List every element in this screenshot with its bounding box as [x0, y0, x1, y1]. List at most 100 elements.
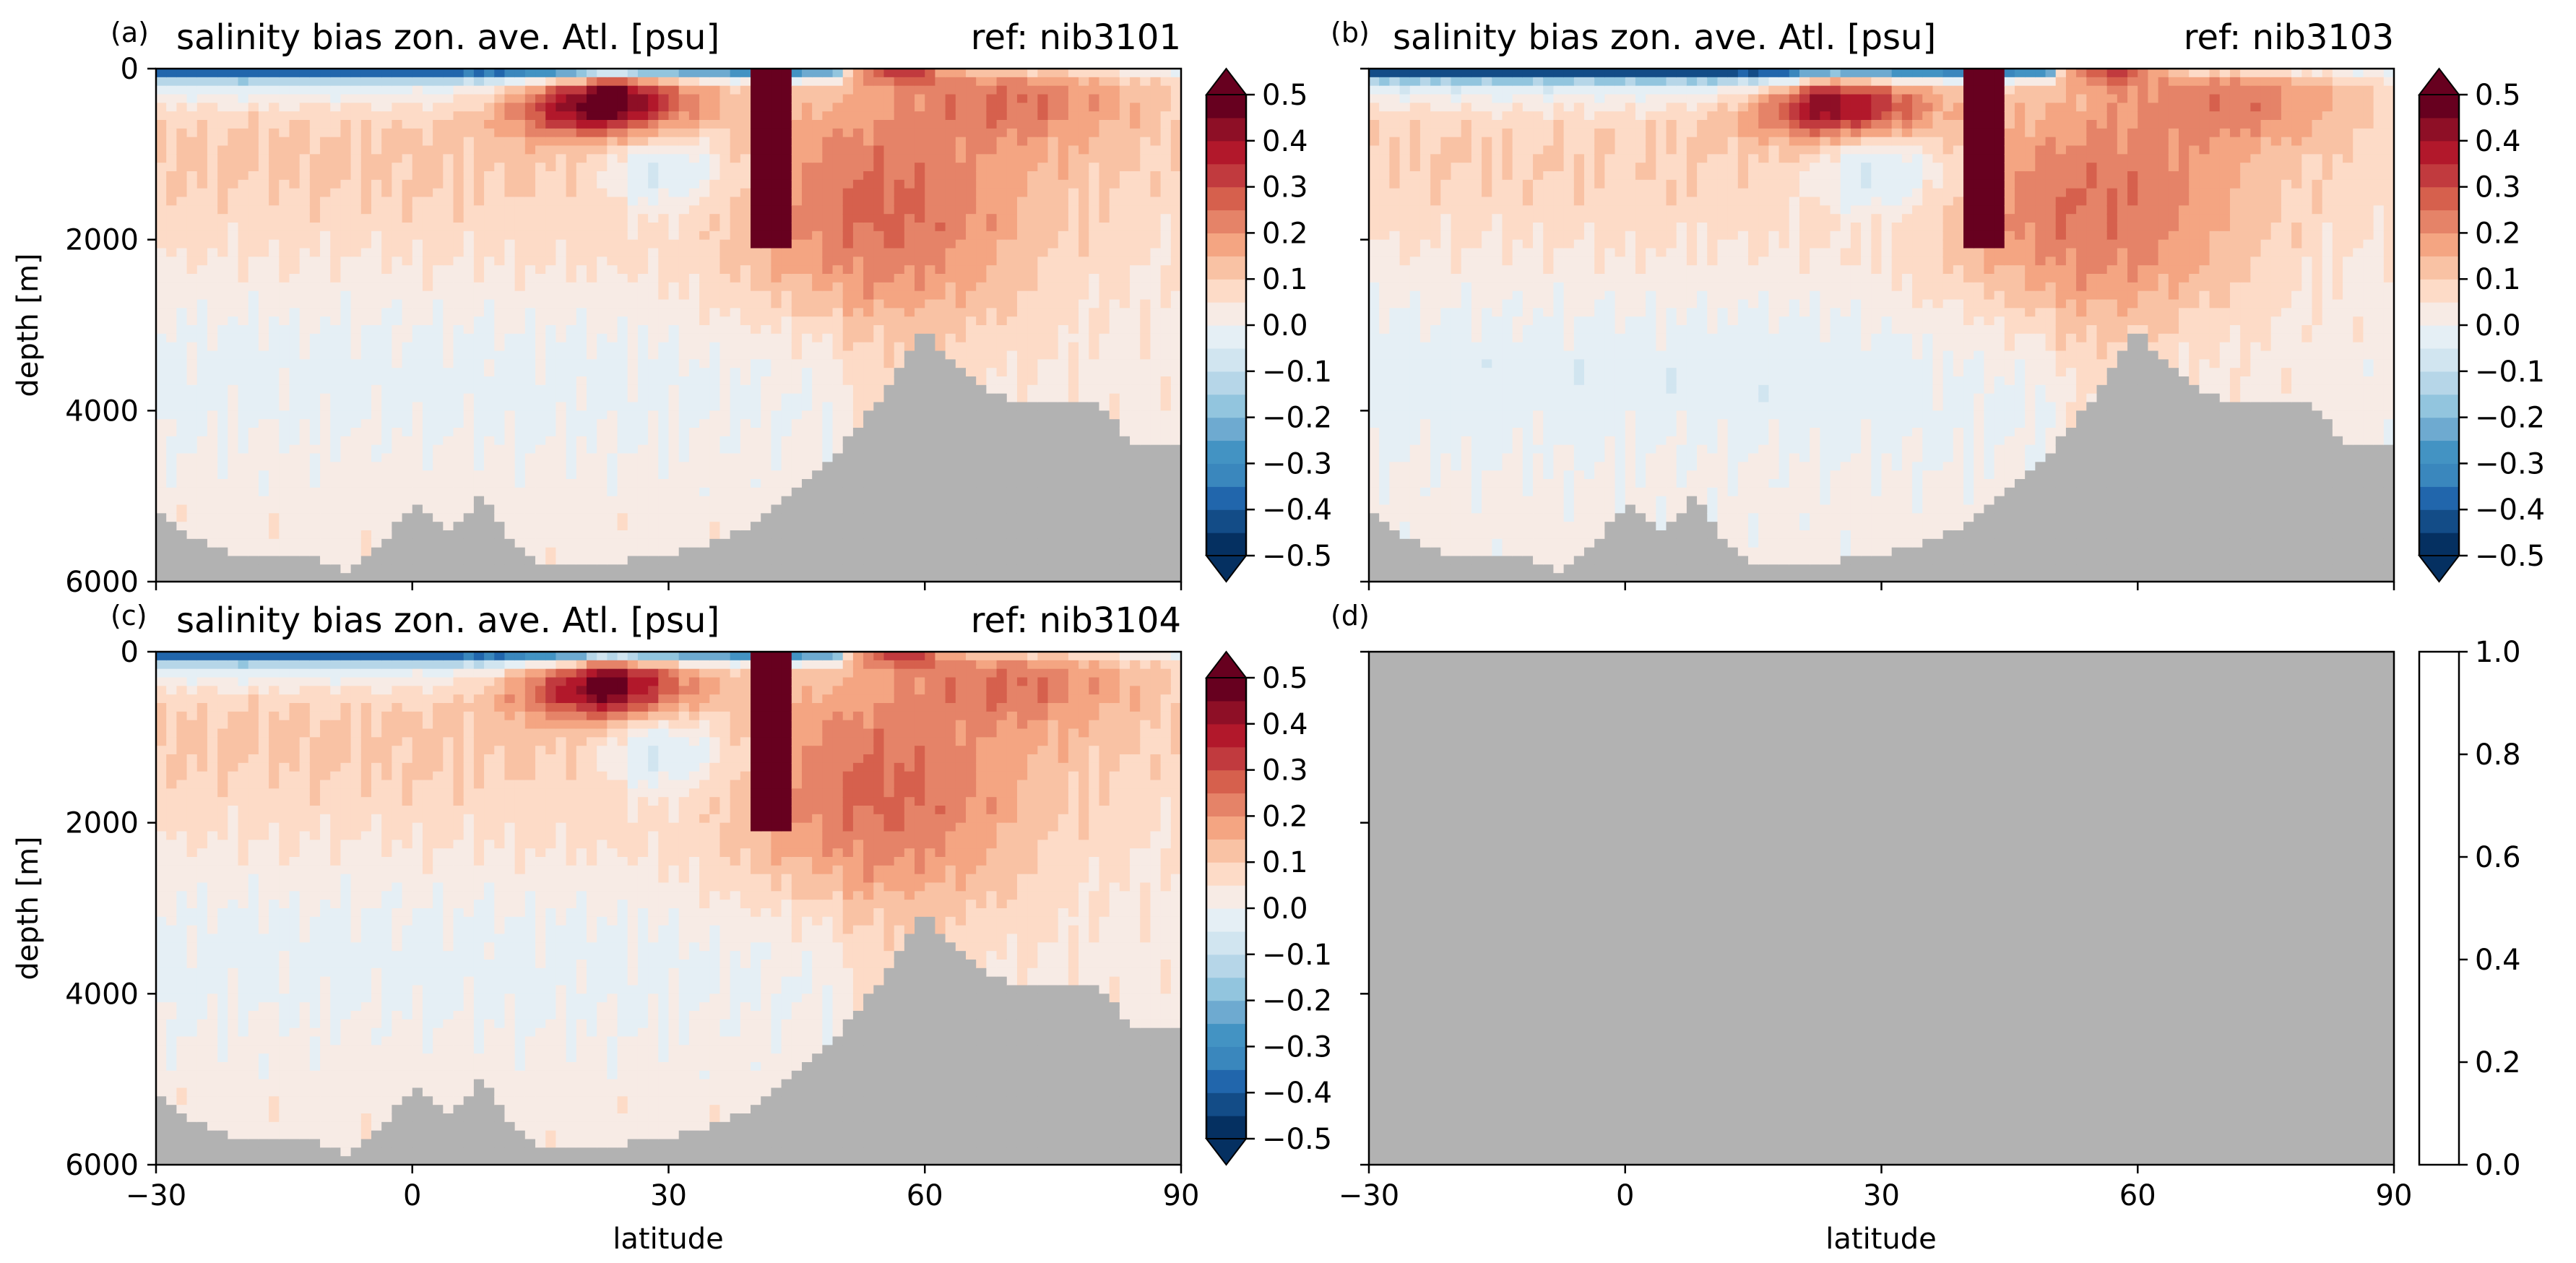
map-cell: [166, 282, 178, 292]
map-cell: [986, 230, 998, 241]
map-cell: [791, 376, 803, 386]
map-cell: [771, 77, 782, 87]
map-cell: [925, 111, 936, 121]
map-cell: [832, 120, 844, 129]
map-cell: [627, 496, 639, 506]
map-cell: [392, 290, 403, 301]
map-cell: [258, 248, 269, 258]
map-cell: [381, 171, 393, 181]
map-cell: [279, 274, 290, 283]
map-cell: [894, 376, 905, 386]
map-cell: [269, 564, 280, 574]
map-cell: [719, 128, 731, 138]
map-cell: [412, 248, 423, 258]
map-cell: [812, 436, 824, 446]
map-cell: [637, 137, 649, 147]
map-cell: [678, 564, 690, 574]
map-cell: [422, 103, 433, 112]
map-cell: [925, 376, 936, 386]
map-cell: [412, 230, 423, 241]
map-cell: [761, 428, 772, 437]
map-cell: [894, 564, 905, 574]
map-cell: [966, 265, 977, 275]
map-cell: [299, 436, 311, 446]
map-cell: [801, 274, 813, 283]
map-cell: [524, 487, 536, 497]
map-cell: [484, 325, 496, 335]
map-cell: [945, 103, 956, 112]
map-cell: [771, 368, 782, 377]
map-cell: [484, 556, 496, 566]
map-cell: [627, 223, 639, 232]
map-cell: [751, 248, 762, 258]
map-cell: [412, 538, 423, 548]
map-cell: [453, 470, 464, 480]
map-cell: [873, 111, 885, 121]
map-cell: [566, 154, 577, 163]
map-cell: [648, 248, 660, 258]
map-cell: [873, 556, 885, 566]
map-cell: [269, 188, 280, 198]
map-cell: [514, 359, 526, 368]
map-cell: [248, 376, 259, 386]
map-cell: [740, 308, 751, 317]
map-cell: [207, 470, 218, 480]
map-cell: [617, 504, 628, 514]
map-cell: [371, 436, 382, 446]
map-cell: [524, 428, 536, 437]
map-cell: [976, 342, 987, 352]
map-cell: [586, 69, 597, 78]
map-cell: [945, 436, 956, 446]
map-cell: [678, 308, 690, 317]
map-cell: [607, 257, 618, 266]
map-cell: [945, 154, 956, 163]
map-cell: [484, 402, 496, 412]
map-cell: [371, 248, 382, 258]
map-cell: [801, 290, 813, 301]
map-cell: [801, 359, 813, 368]
map-cell: [751, 205, 762, 215]
map-cell: [852, 419, 864, 428]
map-cell: [566, 171, 577, 181]
map-cell: [228, 94, 239, 104]
map-cell: [238, 69, 249, 78]
map-cell: [863, 325, 875, 335]
map-cell: [350, 573, 362, 582]
map-cell: [822, 197, 834, 207]
map-cell: [822, 419, 834, 428]
map-cell: [381, 308, 393, 317]
map-cell: [381, 137, 393, 147]
map-cell: [402, 77, 413, 87]
map-cell: [740, 384, 751, 395]
map-cell: [883, 393, 895, 403]
map-cell: [986, 470, 998, 480]
map-cell: [781, 496, 792, 506]
map-cell: [269, 453, 280, 463]
map-cell: [996, 402, 1008, 412]
map-cell: [597, 230, 608, 241]
map-cell: [402, 522, 413, 531]
map-cell: [791, 393, 803, 403]
map-cell: [648, 205, 660, 215]
map-cell: [279, 444, 290, 454]
map-cell: [699, 402, 711, 412]
map-cell: [597, 265, 608, 275]
map-cell: [935, 419, 946, 428]
map-cell: [658, 257, 670, 266]
map-cell: [504, 316, 516, 326]
map-cell: [771, 103, 782, 112]
map-cell: [801, 504, 813, 514]
map-cell: [627, 77, 639, 87]
map-cell: [863, 299, 875, 309]
map-cell: [228, 85, 239, 95]
map-cell: [925, 513, 936, 522]
map-cell: [627, 282, 639, 292]
map-cell: [309, 444, 321, 454]
map-cell: [248, 290, 259, 301]
map-cell: [597, 120, 608, 129]
map-cell: [556, 188, 567, 198]
map-cell: [545, 163, 557, 172]
map-cell: [852, 223, 864, 232]
map-cell: [976, 94, 987, 104]
map-cell: [771, 282, 782, 292]
